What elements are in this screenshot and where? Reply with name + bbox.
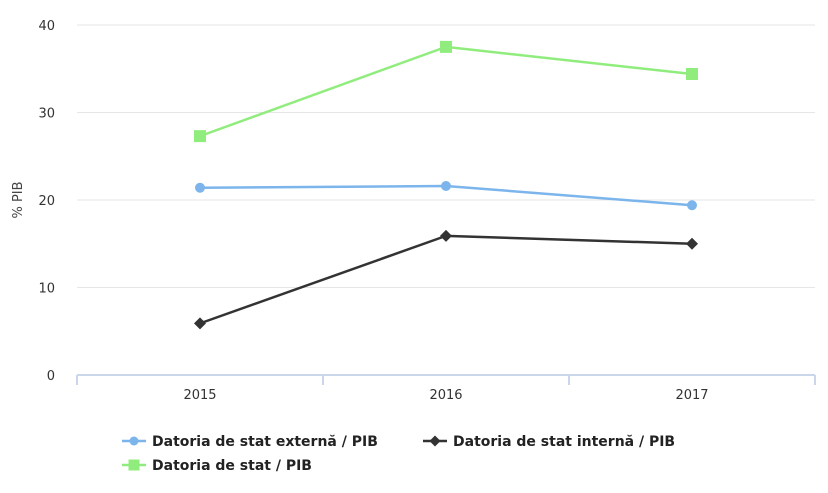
y-tick-label: 40 — [38, 19, 55, 34]
data-point — [440, 40, 452, 53]
data-point — [195, 182, 205, 193]
data-point — [687, 200, 697, 211]
gridlines — [77, 24, 815, 288]
x-tick-label: 2016 — [429, 388, 462, 403]
data-point — [194, 317, 206, 330]
series-lines — [194, 40, 698, 330]
data-point — [441, 181, 451, 191]
data-point — [129, 436, 139, 446]
y-axis-title: % PIB — [11, 181, 26, 218]
x-tick-label: 2017 — [675, 388, 708, 403]
series-2 — [194, 229, 698, 330]
legend-label: Datoria de stat externă / PIB — [152, 434, 378, 450]
data-point — [686, 237, 698, 250]
data-point — [686, 68, 698, 80]
y-tick-label: 20 — [38, 194, 55, 209]
data-point — [194, 130, 206, 143]
y-axis: 0 10 20 30 40 — [38, 19, 55, 384]
data-point — [440, 229, 452, 242]
legend: Datoria de stat externă / PIB Datoria de … — [122, 434, 675, 474]
legend-label: Datoria de stat internă / PIB — [453, 434, 675, 450]
y-tick-label: 10 — [38, 282, 55, 297]
legend-item: Datoria de stat internă / PIB — [423, 434, 675, 450]
y-tick-label: 30 — [38, 107, 55, 122]
series-line — [199, 45, 693, 138]
y-tick-label: 0 — [47, 369, 55, 384]
series-3 — [194, 40, 698, 143]
x-axis: 2015 2016 2017 — [76, 374, 816, 403]
data-point — [429, 435, 441, 447]
legend-item: Datoria de stat externă / PIB — [122, 434, 378, 450]
series-line — [199, 234, 693, 325]
data-point — [128, 459, 140, 471]
series-1 — [195, 181, 697, 211]
legend-item: Datoria de stat / PIB — [122, 458, 312, 474]
x-tick-label: 2015 — [183, 388, 216, 403]
legend-label: Datoria de stat / PIB — [152, 458, 312, 474]
